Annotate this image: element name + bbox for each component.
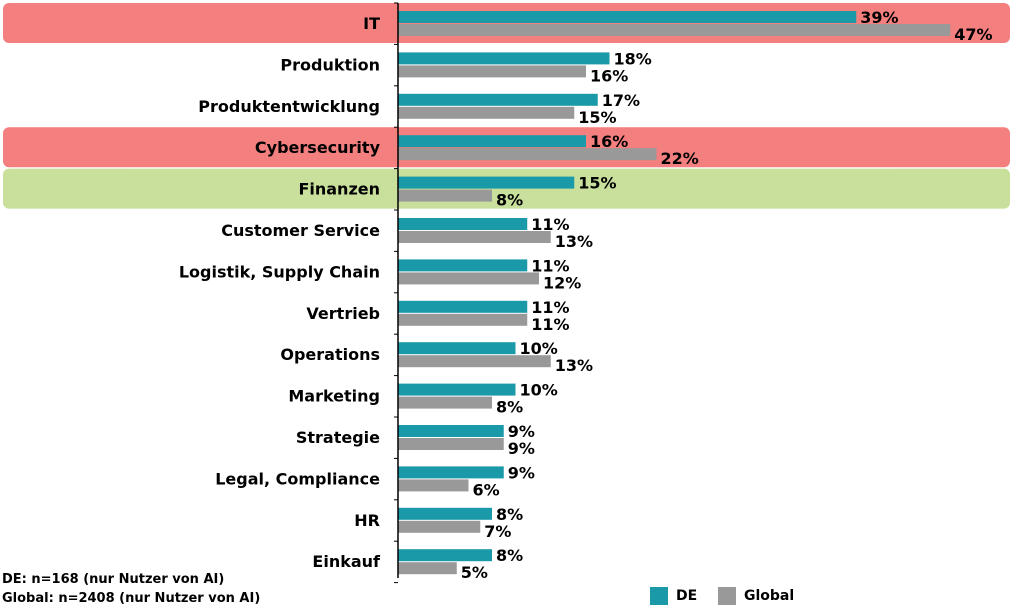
bar-global bbox=[398, 231, 551, 243]
data-label-global: 12% bbox=[543, 273, 581, 292]
data-label-global: 6% bbox=[473, 480, 500, 499]
data-label-de: 8% bbox=[496, 546, 523, 565]
bar-global bbox=[398, 355, 551, 368]
bar-global bbox=[398, 562, 457, 575]
sample-note-global: Global: n=2408 (nur Nutzer von AI) bbox=[2, 591, 261, 606]
bar-de bbox=[398, 383, 516, 396]
category-label: Einkauf bbox=[312, 552, 381, 571]
data-label-de: 15% bbox=[578, 174, 616, 193]
bar-de bbox=[398, 300, 528, 313]
bar-de bbox=[398, 52, 610, 65]
data-label-global: 47% bbox=[954, 25, 992, 44]
data-label-global: 7% bbox=[484, 522, 511, 541]
data-label-de: 39% bbox=[860, 8, 898, 27]
bar-global bbox=[398, 520, 481, 533]
bar-de bbox=[398, 507, 492, 520]
data-label-de: 17% bbox=[602, 91, 640, 110]
category-label: Marketing bbox=[288, 387, 380, 406]
data-label-de: 16% bbox=[590, 132, 628, 151]
category-label: Legal, Compliance bbox=[215, 469, 380, 488]
bar-global bbox=[398, 24, 951, 36]
data-label-de: 9% bbox=[508, 463, 535, 482]
legend-swatch-global bbox=[718, 587, 736, 605]
category-label: Finanzen bbox=[298, 180, 380, 199]
data-label-global: 8% bbox=[496, 398, 523, 417]
bar-de bbox=[398, 93, 598, 106]
bar-de bbox=[398, 11, 857, 23]
bar-de bbox=[398, 549, 492, 562]
data-label-de: 10% bbox=[520, 339, 558, 358]
data-label-global: 16% bbox=[590, 66, 628, 85]
category-label: HR bbox=[354, 511, 380, 530]
bar-de bbox=[398, 176, 575, 189]
category-label: Customer Service bbox=[221, 221, 380, 240]
data-label-global: 9% bbox=[508, 439, 535, 458]
category-label: Logistik, Supply Chain bbox=[179, 262, 380, 281]
bar-global bbox=[398, 479, 469, 492]
category-label: Produktion bbox=[280, 55, 380, 74]
legend-label-global: Global bbox=[744, 588, 795, 604]
data-label-de: 18% bbox=[614, 49, 652, 68]
legend-label-de: DE bbox=[676, 588, 698, 604]
data-label-global: 15% bbox=[578, 108, 616, 127]
bar-de bbox=[398, 466, 504, 479]
bar-global bbox=[398, 189, 492, 202]
bar-de bbox=[398, 259, 528, 272]
bar-global bbox=[398, 438, 504, 450]
category-label: Vertrieb bbox=[306, 304, 380, 323]
data-label-global: 8% bbox=[496, 191, 523, 210]
bar-global bbox=[398, 313, 528, 326]
bar-global bbox=[398, 148, 657, 161]
data-label-global: 11% bbox=[531, 315, 569, 334]
data-label-de: 9% bbox=[508, 422, 535, 441]
category-label: IT bbox=[363, 14, 380, 33]
bar-global bbox=[398, 65, 586, 78]
category-label: Cybersecurity bbox=[255, 138, 381, 157]
bar-de bbox=[398, 342, 516, 355]
data-label-de: 10% bbox=[520, 381, 558, 400]
category-label: Strategie bbox=[296, 428, 380, 447]
data-label-de: 11% bbox=[531, 298, 569, 317]
sample-note-de: DE: n=168 (nur Nutzer von AI) bbox=[2, 572, 225, 587]
bar-global bbox=[398, 106, 575, 119]
data-label-de: 11% bbox=[531, 215, 569, 234]
legend-swatch-de bbox=[650, 587, 668, 605]
data-label-global: 22% bbox=[661, 149, 699, 168]
bar-de bbox=[398, 425, 504, 437]
bar-de bbox=[398, 135, 586, 148]
legend-item-global: Global bbox=[718, 587, 794, 605]
legend-item-de: DE bbox=[650, 587, 697, 605]
bar-global bbox=[398, 272, 539, 285]
data-label-global: 5% bbox=[461, 563, 488, 582]
data-label-de: 11% bbox=[531, 256, 569, 275]
data-label-global: 13% bbox=[555, 356, 593, 375]
category-label: Produktentwicklung bbox=[198, 97, 380, 116]
data-label-global: 13% bbox=[555, 232, 593, 251]
bar-de bbox=[398, 218, 528, 230]
data-label-de: 8% bbox=[496, 505, 523, 524]
category-label: Operations bbox=[280, 345, 380, 364]
bar-global bbox=[398, 396, 492, 409]
